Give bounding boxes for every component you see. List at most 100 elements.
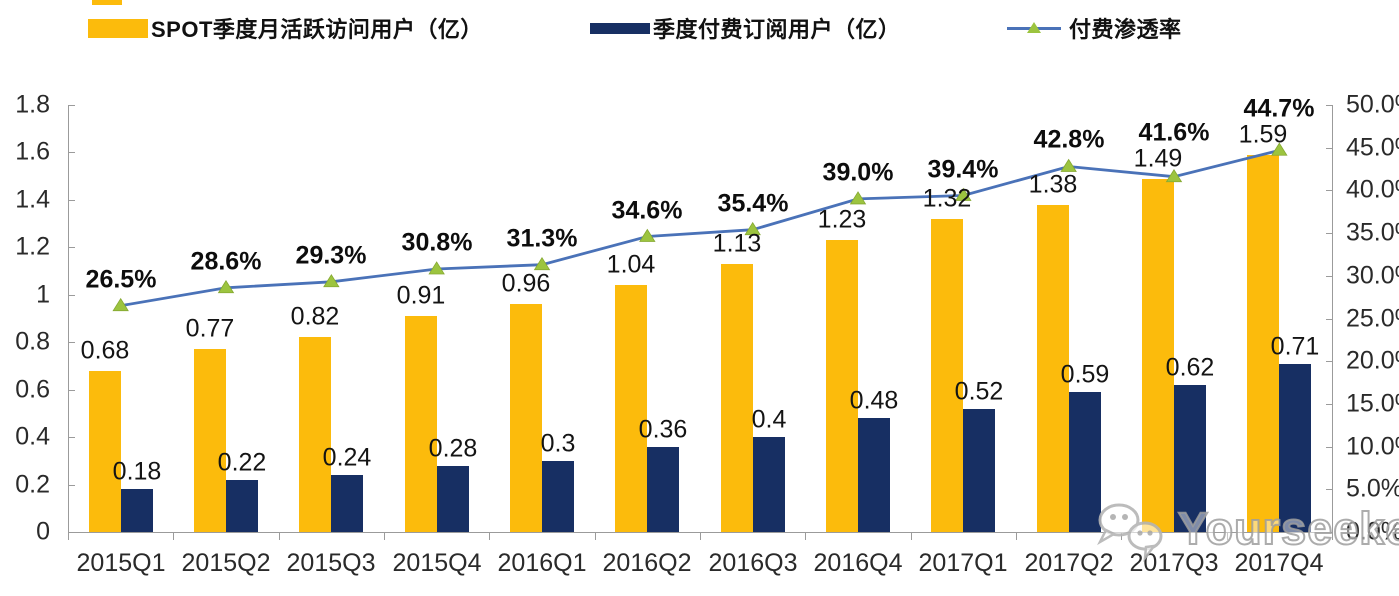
subscribers-bar xyxy=(1279,364,1311,532)
x-tick-label: 2016Q2 xyxy=(602,549,692,577)
mau-value-label: 0.91 xyxy=(396,281,446,310)
mau-value-label: 1.32 xyxy=(922,184,972,213)
right-axis-tick xyxy=(1326,361,1333,362)
left-axis-tick xyxy=(68,532,75,533)
x-tick-label: 2016Q1 xyxy=(497,549,587,577)
mau-value-label: 1.59 xyxy=(1238,120,1288,149)
left-axis-tick xyxy=(68,485,75,486)
penetration-label: 42.8% xyxy=(1033,125,1105,154)
penetration-marker xyxy=(323,274,340,288)
penetration-label: 34.6% xyxy=(611,196,683,225)
subscribers-bar xyxy=(647,447,679,532)
mau-bar xyxy=(510,304,542,532)
subscribers-bar xyxy=(753,437,785,532)
mau-bar xyxy=(299,337,331,532)
penetration-marker xyxy=(112,297,129,312)
mau-value-label: 1.49 xyxy=(1133,144,1183,173)
left-axis-tick-label: 0.6 xyxy=(15,375,50,404)
left-axis-tick xyxy=(68,247,75,248)
x-axis-tick xyxy=(279,532,280,540)
right-axis-tick-label: 40.0% xyxy=(1346,175,1399,204)
penetration-label: 39.0% xyxy=(822,158,894,187)
legend-item-penetration: 付费渗透率 xyxy=(1007,15,1182,42)
penetration-label: 41.6% xyxy=(1138,118,1210,147)
mau-value-label: 0.68 xyxy=(80,336,130,365)
subscribers-bar xyxy=(1174,385,1206,532)
right-axis-tick xyxy=(1326,532,1333,533)
subscribers-value-label: 0.71 xyxy=(1270,332,1320,361)
penetration-legend-label: 付费渗透率 xyxy=(1069,17,1182,42)
penetration-label: 39.4% xyxy=(927,155,999,184)
left-axis-tick-label: 0.8 xyxy=(15,327,50,356)
x-axis-tick xyxy=(489,532,490,540)
mau-value-label: 1.13 xyxy=(712,229,762,258)
right-axis-tick xyxy=(1326,105,1333,106)
right-axis-tick xyxy=(1326,276,1333,277)
right-axis-tick-label: 25.0% xyxy=(1346,304,1399,333)
right-axis-tick xyxy=(1326,489,1333,490)
subscribers-bar xyxy=(331,475,363,532)
subscribers-value-label: 0.62 xyxy=(1165,353,1215,382)
x-axis-tick xyxy=(173,532,174,540)
right-axis-tick-label: 10.0% xyxy=(1346,432,1399,461)
subscribers-value-label: 0.24 xyxy=(322,443,372,472)
mau-value-label: 1.38 xyxy=(1028,170,1078,199)
penetration-line xyxy=(120,148,1280,308)
mau-value-label: 0.82 xyxy=(290,302,340,331)
subscribers-value-label: 0.18 xyxy=(112,457,162,486)
mau-bar xyxy=(194,349,226,532)
subscribers-value-label: 0.52 xyxy=(954,377,1004,406)
mau-bar xyxy=(615,285,647,532)
left-axis-tick xyxy=(68,295,75,296)
x-tick-label: 2016Q4 xyxy=(813,549,903,577)
left-axis-tick-label: 1.8 xyxy=(15,90,50,119)
x-tick-label: 2017Q4 xyxy=(1234,549,1324,577)
watermark-text: Yourseeker xyxy=(1177,502,1399,555)
right-axis-tick-label: 30.0% xyxy=(1346,261,1399,290)
subscribers-bar xyxy=(121,489,153,532)
left-axis-tick xyxy=(68,105,75,106)
left-axis-tick-label: 1.2 xyxy=(15,232,50,261)
subscribers-value-label: 0.3 xyxy=(540,429,576,458)
subscribers-bar xyxy=(963,409,995,532)
right-axis-tick-label: 0.0% xyxy=(1346,517,1399,546)
penetration-label: 35.4% xyxy=(717,189,789,218)
x-axis-tick xyxy=(595,532,596,540)
x-axis-tick xyxy=(805,532,806,540)
subscribers-bar xyxy=(437,466,469,532)
penetration-marker xyxy=(849,191,867,205)
subscribers-value-label: 0.28 xyxy=(428,434,478,463)
legend-item-subscribers: 季度付费订阅用户（亿） xyxy=(590,15,901,42)
mau-value-label: 0.96 xyxy=(501,269,551,298)
x-tick-label: 2016Q3 xyxy=(708,549,798,577)
left-axis-tick xyxy=(68,390,75,391)
penetration-marker xyxy=(533,256,551,271)
mau-bar xyxy=(931,219,963,532)
x-tick-label: 2015Q2 xyxy=(181,549,271,577)
mau-legend-swatch xyxy=(88,18,148,38)
cropped-bar-artifact xyxy=(92,0,122,5)
penetration-marker xyxy=(217,280,235,294)
x-tick-label: 2017Q2 xyxy=(1024,549,1114,577)
x-tick-label: 2015Q1 xyxy=(76,549,166,577)
right-axis-tick-label: 35.0% xyxy=(1346,218,1399,247)
penetration-label: 44.7% xyxy=(1243,94,1315,123)
left-axis-tick-label: 0.4 xyxy=(15,422,50,451)
left-axis-tick-label: 1.4 xyxy=(15,185,50,214)
mau-legend-label: SPOT季度月活跃访问用户（亿） xyxy=(151,17,483,42)
mau-value-label: 1.04 xyxy=(606,250,656,279)
right-axis-tick-label: 45.0% xyxy=(1346,133,1399,162)
subscribers-value-label: 0.4 xyxy=(751,405,787,434)
mau-bar xyxy=(721,264,753,532)
subscribers-bar xyxy=(542,461,574,532)
right-axis-tick xyxy=(1326,404,1333,405)
x-tick-label: 2015Q4 xyxy=(392,549,482,577)
x-axis-tick xyxy=(700,532,701,540)
penetration-label: 28.6% xyxy=(190,247,262,276)
x-axis-tick xyxy=(68,532,69,540)
left-axis-tick xyxy=(68,152,75,153)
penetration-label: 26.5% xyxy=(85,265,157,294)
mau-bar xyxy=(405,316,437,532)
left-axis xyxy=(68,105,69,533)
